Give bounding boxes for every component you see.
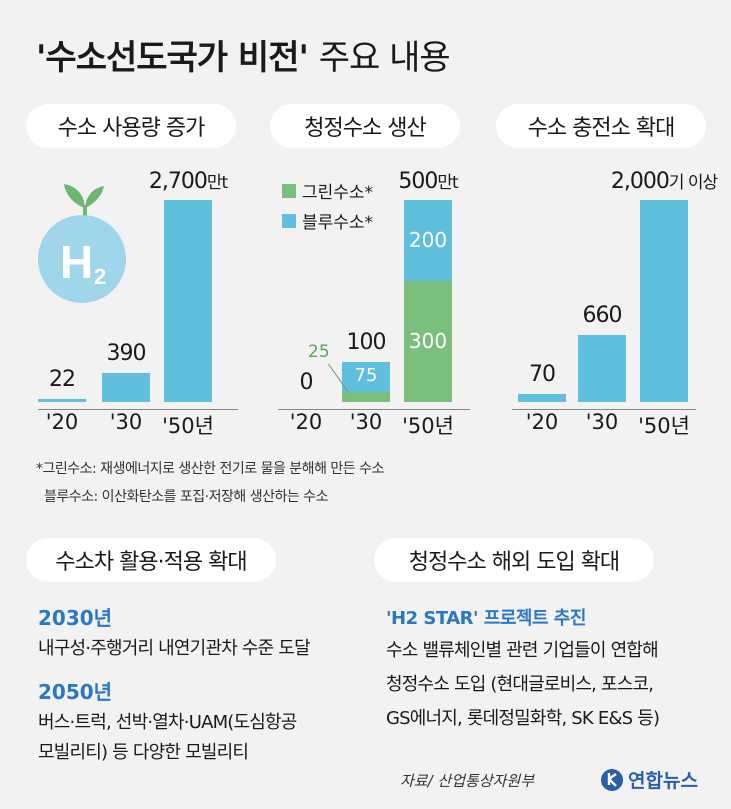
chart-2-bar-blue-1 <box>342 361 390 392</box>
chart-3-value-2: 2,000 <box>610 169 670 194</box>
chart-2-bar-green-1 <box>342 391 390 402</box>
chart-3-title: 수소 충전소 확대 <box>527 116 676 141</box>
chart-2-bar-blue-2 <box>404 200 452 281</box>
chart-2-total-value-2: 500 <box>398 169 438 194</box>
chart-1-tick-1: '30 <box>109 410 143 434</box>
chart-2-baseline <box>278 409 470 410</box>
chart-2-title: 청정수소 생산 <box>304 116 426 141</box>
chart-3-bar-1 <box>578 335 626 402</box>
chart-3-bar-0 <box>518 394 566 402</box>
logo: 연합뉴스 <box>600 766 698 793</box>
chart-3-value-0: 70 <box>529 362 556 387</box>
section-import-pill: 청정수소 해외 도입 확대 <box>374 538 654 582</box>
chart-2-title-pill: 청정수소 생산 <box>270 104 460 148</box>
section-import-title: 청정수소 해외 도입 확대 <box>408 550 620 575</box>
page-title: '수소선도국가 비전' 주요 내용 <box>36 30 451 79</box>
chart-3-tick-0: '20 <box>525 410 559 434</box>
chart-1-value-1: 390 <box>106 340 147 366</box>
chart-2-area <box>278 180 470 410</box>
chart-2-tick-2: '50년 <box>402 414 454 438</box>
chart-2-total-value-0: 0 <box>299 370 314 395</box>
chart-2-unit: 만t <box>437 173 458 193</box>
chart-3-value-label-1: 660 <box>532 303 672 328</box>
chart-1-tick-0: '20 <box>45 410 79 434</box>
chart-2-green-callout-1: 25 <box>308 342 330 362</box>
car-year-2030: 2030년 <box>38 606 113 630</box>
legend-blue-label: 블루수소* <box>302 213 374 233</box>
chart-1-title: 수소 사용량 증가 <box>57 116 206 141</box>
import-highlight: 'H2 STAR' 프로젝트 추진 <box>386 608 586 629</box>
chart-2-total-label-1: 100 <box>296 330 436 355</box>
chart-1-baseline <box>38 409 238 410</box>
chart-2-tick-0: '20 <box>289 410 323 434</box>
logo-text: 연합뉴스 <box>628 770 698 792</box>
chart-1-value-label-1: 390 <box>56 341 196 366</box>
chart-3-unit: 기 이상 <box>668 173 718 193</box>
import-line-2: 청정수소 도입 (현대글로비스, 포스코, <box>386 674 654 695</box>
chart-1-value-2: 2,700 <box>148 169 208 194</box>
note-blue: 블루수소: 이산화탄소를 포집·저장해 생산하는 수소 <box>44 489 328 505</box>
import-line-1: 수소 밸류체인별 관련 기업들이 연합해 <box>386 640 659 661</box>
chart-3-tick-2: '50년 <box>638 414 690 438</box>
chart-2-total-label-2: 500만t <box>358 168 498 194</box>
chart-3-value-1: 660 <box>582 303 623 329</box>
yonhap-logo-icon <box>601 768 623 791</box>
chart-3-baseline <box>512 409 696 410</box>
legend-blue: 블루수소* <box>282 208 373 233</box>
chart-1-value-label-2: 2,700만t <box>118 168 258 194</box>
chart-2-total-label-0: 0 <box>236 370 376 395</box>
source-text: 자료/ 산업통상자원부 <box>400 772 535 790</box>
chart-3-tick-1: '30 <box>585 410 619 434</box>
h2-letter: H <box>60 236 93 288</box>
chart-2-blue-value-2: 200 <box>408 228 448 253</box>
section-car-title: 수소차 활용·적용 확대 <box>55 550 247 575</box>
chart-3-title-pill: 수소 충전소 확대 <box>496 104 706 148</box>
chart-3-value-label-2: 2,000기 이상 <box>594 168 731 194</box>
legend-green: 그린수소* <box>282 178 373 203</box>
chart-1-value-label-0: 22 <box>0 367 132 392</box>
car-desc-2050-line1: 버스·트럭, 선박·열차·UAM(도심항공 <box>38 712 297 733</box>
chart-1-tick-2: '50년 <box>162 414 214 438</box>
car-desc-2050-line2: 모빌리티) 등 다양한 모빌리티 <box>38 742 249 763</box>
page-title-sub: 주요 내용 <box>318 38 451 78</box>
chart-2-bar-green-2 <box>404 280 452 402</box>
chart-1-bar-1 <box>102 372 150 402</box>
note-green: *그린수소: 재생에너지로 생산한 전기로 물을 분해해 만든 수소 <box>36 461 384 477</box>
car-year-2050: 2050년 <box>38 680 113 704</box>
legend-green-swatch <box>282 183 296 198</box>
chart-1-bar-0 <box>38 399 86 402</box>
chart-2-total-value-1: 100 <box>346 329 387 355</box>
chart-2-tick-1: '30 <box>349 410 383 434</box>
legend-blue-swatch <box>282 213 296 228</box>
chart-3-area <box>512 180 696 410</box>
chart-3-value-label-0: 70 <box>472 362 612 387</box>
chart-1-title-pill: 수소 사용량 증가 <box>26 104 236 148</box>
h2-sprout-icon: H 2 <box>38 184 126 303</box>
chart-1-value-0: 22 <box>49 367 76 392</box>
chart-2-blue-value-1: 75 <box>354 364 378 386</box>
car-desc-2030: 내구성·주행거리 내연기관차 수준 도달 <box>38 638 311 659</box>
legend-green-label: 그린수소* <box>302 183 374 203</box>
chart-1-bar-2 <box>164 200 212 402</box>
chart-2-green-value-2: 300 <box>408 329 448 354</box>
page-title-main: '수소선도국가 비전' <box>36 38 309 78</box>
chart-1-unit: 만t <box>206 173 228 193</box>
import-line-3: GS에너지, 롯데정밀화학, SK E&S 등) <box>386 708 660 729</box>
section-car-pill: 수소차 활용·적용 확대 <box>26 538 276 582</box>
h2-subscript: 2 <box>94 264 106 289</box>
chart-3-bar-2 <box>640 200 688 402</box>
chart-1-area <box>38 180 238 410</box>
